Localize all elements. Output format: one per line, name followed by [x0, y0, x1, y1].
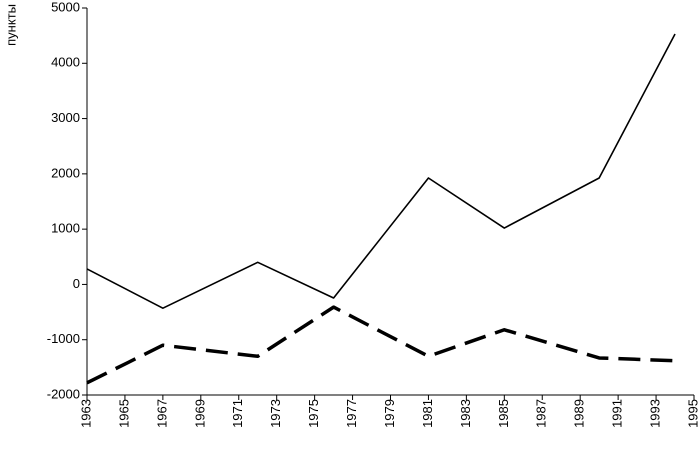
- y-tick-label: -1000: [47, 331, 80, 346]
- x-tick-label: 1975: [306, 399, 321, 428]
- y-tick-label: 2000: [51, 165, 80, 180]
- x-tick-label: 1991: [610, 399, 625, 428]
- x-tick-label: 1963: [78, 399, 93, 428]
- x-tick-label: 1987: [534, 399, 549, 428]
- x-tick-label: 1995: [685, 399, 698, 428]
- line-series: [86, 33, 676, 310]
- y-tick-label: 1000: [51, 221, 80, 236]
- x-tick-label: 1965: [116, 399, 131, 428]
- x-tick-label: 1973: [268, 399, 283, 428]
- y-tick-label: 3000: [51, 110, 80, 125]
- x-tick-label: 1981: [420, 399, 435, 428]
- x-tick-label: 1967: [154, 399, 169, 428]
- x-tick-label: 1969: [192, 399, 207, 428]
- line-series: [86, 305, 676, 385]
- y-tick-label: 0: [73, 276, 80, 291]
- x-tick-label: 1977: [344, 399, 359, 428]
- x-tick-label: 1985: [496, 399, 511, 428]
- y-axis-title: пункты: [3, 4, 18, 46]
- x-tick-label: 1989: [572, 399, 587, 428]
- x-tick-label: 1971: [230, 399, 245, 428]
- x-tick-label: 1983: [458, 399, 473, 428]
- x-tick-label: 1979: [382, 399, 397, 428]
- y-tick-label: -2000: [47, 386, 80, 401]
- y-tick-label: 5000: [51, 0, 80, 14]
- y-tick-label: 4000: [51, 55, 80, 70]
- x-tick-label: 1993: [648, 399, 663, 428]
